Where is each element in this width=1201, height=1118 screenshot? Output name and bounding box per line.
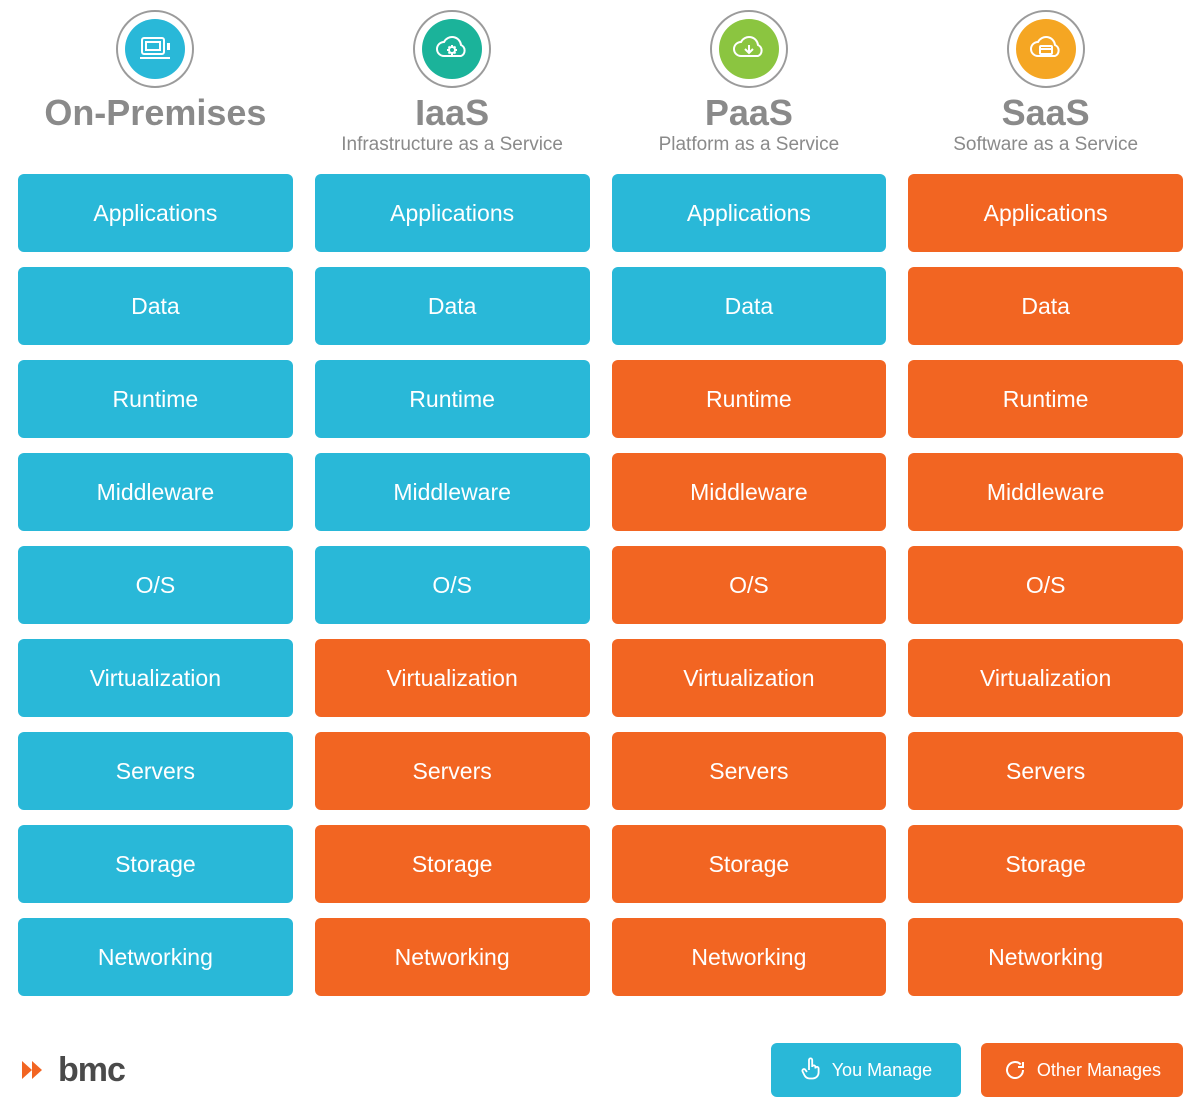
layer-cell: Virtualization	[908, 639, 1183, 717]
service-model-grid: On-Premises IaaS Infrastructure as a Ser…	[18, 10, 1183, 1011]
layer-cell: Virtualization	[18, 639, 293, 717]
layer-cell: Middleware	[612, 453, 887, 531]
layer-cell: Storage	[18, 825, 293, 903]
layer-cell: Virtualization	[315, 639, 590, 717]
column-title: On-Premises	[44, 94, 266, 132]
icon-ring	[1007, 10, 1085, 88]
column-subtitle: Software as a Service	[953, 134, 1138, 156]
layer-cell: Applications	[315, 174, 590, 252]
laptop-icon	[125, 19, 185, 79]
layer-cell: O/S	[612, 546, 887, 624]
refresh-icon	[1003, 1058, 1027, 1082]
layer-cell: Data	[18, 267, 293, 345]
icon-ring	[116, 10, 194, 88]
layer-cell: Data	[908, 267, 1183, 345]
legend-other-manages: Other Manages	[981, 1043, 1183, 1097]
layer-cell: Data	[612, 267, 887, 345]
layer-cell: Servers	[18, 732, 293, 810]
layer-cell: Servers	[908, 732, 1183, 810]
layer-cell: Networking	[612, 918, 887, 996]
brand-text: bmc	[58, 1051, 125, 1090]
layer-cell: Runtime	[315, 360, 590, 438]
layer-cell: Storage	[315, 825, 590, 903]
column-header-iaas: IaaS Infrastructure as a Service	[315, 10, 590, 160]
bmc-mark-icon	[18, 1053, 52, 1087]
column-header-onpremises: On-Premises	[18, 10, 293, 160]
layer-cell: O/S	[908, 546, 1183, 624]
layer-cell: Servers	[315, 732, 590, 810]
layer-cell: Data	[315, 267, 590, 345]
layer-cell: Middleware	[908, 453, 1183, 531]
layer-cell: Runtime	[612, 360, 887, 438]
layer-cell: Servers	[612, 732, 887, 810]
bmc-logo: bmc	[18, 1051, 125, 1090]
legend-label: Other Manages	[1037, 1060, 1161, 1081]
legend: You Manage Other Manages	[771, 1043, 1183, 1097]
layer-cell: O/S	[315, 546, 590, 624]
column-header-saas: SaaS Software as a Service	[908, 10, 1183, 160]
hand-pointer-icon	[800, 1057, 822, 1083]
column-subtitle: Platform as a Service	[659, 134, 840, 156]
cloud-card-icon	[1016, 19, 1076, 79]
layer-cell: Runtime	[908, 360, 1183, 438]
layer-cell: Runtime	[18, 360, 293, 438]
layer-cell: Networking	[18, 918, 293, 996]
layer-cell: Networking	[908, 918, 1183, 996]
column-title: SaaS	[1002, 94, 1090, 132]
layer-cell: Storage	[612, 825, 887, 903]
legend-label: You Manage	[832, 1060, 932, 1081]
cloud-download-icon	[719, 19, 779, 79]
icon-ring	[413, 10, 491, 88]
layer-cell: O/S	[18, 546, 293, 624]
column-title: IaaS	[415, 94, 489, 132]
column-header-paas: PaaS Platform as a Service	[612, 10, 887, 160]
layer-cell: Networking	[315, 918, 590, 996]
legend-you-manage: You Manage	[771, 1043, 961, 1097]
layer-cell: Applications	[18, 174, 293, 252]
layer-cell: Virtualization	[612, 639, 887, 717]
layer-cell: Storage	[908, 825, 1183, 903]
layer-cell: Applications	[908, 174, 1183, 252]
column-title: PaaS	[705, 94, 793, 132]
layer-cell: Applications	[612, 174, 887, 252]
icon-ring	[710, 10, 788, 88]
column-subtitle: Infrastructure as a Service	[341, 134, 563, 156]
cloud-gear-icon	[422, 19, 482, 79]
layer-cell: Middleware	[18, 453, 293, 531]
footer: bmc You Manage Other Manages	[18, 1043, 1183, 1097]
layer-cell: Middleware	[315, 453, 590, 531]
